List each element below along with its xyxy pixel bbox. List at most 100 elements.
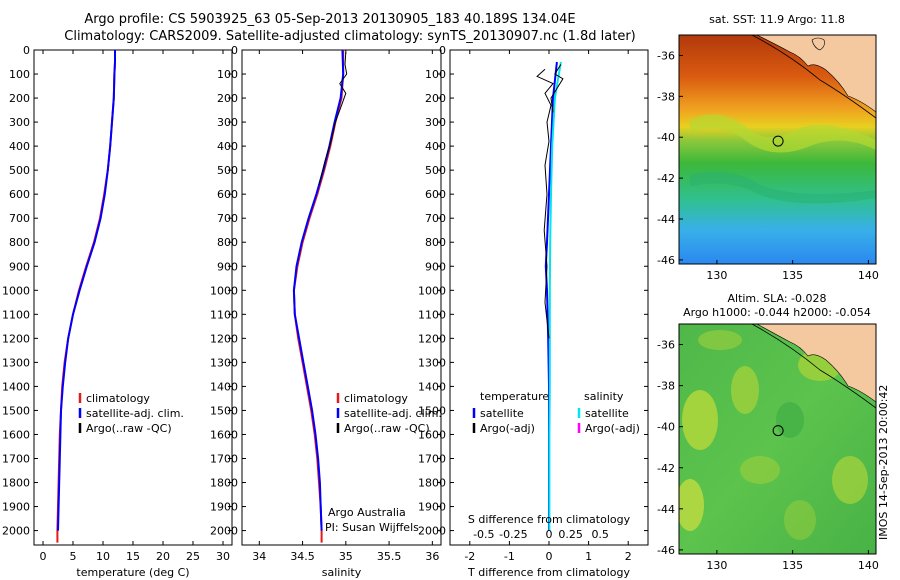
argo-annotation-line2: PI: Susan Wijffels <box>325 521 419 534</box>
temperature-ytick-label: 0 <box>23 44 30 57</box>
sla-profile-marker <box>772 425 784 437</box>
sst-cool-band <box>690 171 876 204</box>
sla-high-4 <box>679 479 704 531</box>
salinity-ytick-label: 1000 <box>210 284 238 297</box>
differences-panel: 0100200300400500600700800900100011001200… <box>418 44 649 579</box>
argo-profile-salinity <box>318 52 348 185</box>
sla-high-5 <box>740 456 780 484</box>
temperature-ytick-label: 200 <box>9 92 30 105</box>
diff-legend-label: satellite <box>480 407 524 420</box>
temperature-frame <box>33 49 233 546</box>
differences-ytick-label: 1300 <box>418 356 446 369</box>
salinity-ytick-label: 700 <box>217 212 238 225</box>
salinity-ytick-label: 1300 <box>210 356 238 369</box>
differences-ytick-label: 900 <box>425 260 446 273</box>
sst_map-ytick-label: -46 <box>657 254 675 267</box>
temperature-ytick-label: 800 <box>9 236 30 249</box>
sst_map-ytick-label: -36 <box>657 49 675 62</box>
differences-ytick-label: 1100 <box>418 308 446 321</box>
temperature-ytick-label: 1400 <box>2 380 30 393</box>
temperature-xlabel: temperature (deg C) <box>76 566 189 579</box>
salinity-ytick-label: 1600 <box>210 428 238 441</box>
salinity-ytick-label: 1900 <box>210 501 238 514</box>
sst-map-title: sat. SST: 11.9 Argo: 11.8 <box>709 13 845 26</box>
sla_map-xtick-label: 130 <box>706 559 727 572</box>
sst-island <box>811 37 825 51</box>
salinity-legend-label: satellite-adj. clim. <box>344 407 442 420</box>
diff-legend-title-temperature: temperature <box>480 390 549 403</box>
differences-ytick-label: 1200 <box>418 332 446 345</box>
diff-legend-label: satellite <box>585 407 629 420</box>
sla_map-ytick-label: -44 <box>657 503 675 516</box>
argo-annotation-line1: Argo Australia <box>328 506 406 519</box>
differences-xtick-label: 0 <box>546 550 553 563</box>
sst-profile-marker <box>772 135 784 147</box>
temperature-ytick-label: 1900 <box>2 501 30 514</box>
diff-legend-label: Argo(-adj) <box>585 422 640 435</box>
diff-legend-title-salinity: salinity <box>584 390 624 403</box>
sla-high-7 <box>784 500 816 540</box>
differences-ytick-label: 2000 <box>418 525 446 538</box>
salinity-ytick-label: 300 <box>217 116 238 129</box>
salinity-ytick-label: 800 <box>217 236 238 249</box>
salinity-xtick-label: 34 <box>252 550 266 563</box>
sla-map: 130 135 140 -36 -38 -40 -42 -44 -46 <box>657 323 879 572</box>
differences-xtick-label: 2 <box>625 550 632 563</box>
temperature-ytick-label: 1800 <box>2 477 30 490</box>
temperature-ytick-label: 600 <box>9 188 30 201</box>
salinity-ytick-label: 1500 <box>210 404 238 417</box>
temperature-ytick-label: 1300 <box>2 356 30 369</box>
sla-map-title-line1: Altim. SLA: -0.028 <box>727 292 826 305</box>
salinity-xtick-label: 35.5 <box>377 550 402 563</box>
salinity-ytick-label: 100 <box>217 68 238 81</box>
differences-ytick-label: 700 <box>425 212 446 225</box>
temperature-xtick-label: 30 <box>216 550 230 563</box>
temperature-ytick-label: 400 <box>9 140 30 153</box>
sla_map-xtick-label: 140 <box>858 559 879 572</box>
sst-map: 130 135 140 -36 -38 -40 -42 -44 -46 <box>657 34 879 282</box>
sst_map-xtick-label: 135 <box>782 269 803 282</box>
differences-ytick-label: 1500 <box>418 404 446 417</box>
sst-land <box>756 35 876 113</box>
differences-ytick-label: 500 <box>425 164 446 177</box>
differences-ytick-label: 1900 <box>418 501 446 514</box>
temperature-panel: 0100200300400500600700800900100011001200… <box>2 44 233 579</box>
sst-front <box>690 114 876 153</box>
differences-ytick-label: 400 <box>425 140 446 153</box>
temperature-ytick-label: 1500 <box>2 404 30 417</box>
temperature-xtick-label: 5 <box>70 550 77 563</box>
sla-map-title-line2: Argo h1000: -0.044 h2000: -0.054 <box>683 306 871 319</box>
differences-ytick-label: 300 <box>425 116 446 129</box>
diff-top-tick-label: 0 <box>546 528 553 541</box>
diff-legend-label: Argo(-adj) <box>480 422 535 435</box>
salinity-ytick-label: 400 <box>217 140 238 153</box>
salinity-ytick-label: 1200 <box>210 332 238 345</box>
argo-profile-differences <box>536 68 554 339</box>
temperature-legend-label: Argo(..raw -QC) <box>86 422 172 435</box>
temperature-ytick-label: 700 <box>9 212 30 225</box>
sst_map-ytick-label: -44 <box>657 213 675 226</box>
temperature-ytick-label: 500 <box>9 164 30 177</box>
salinity-ytick-label: 900 <box>217 260 238 273</box>
differences-ytick-label: 800 <box>425 236 446 249</box>
temperature-ytick-label: 1700 <box>2 452 30 465</box>
salinity-ytick-label: 1400 <box>210 380 238 393</box>
sst_map-xtick-label: 140 <box>858 269 879 282</box>
salinity-legend-label: climatology <box>344 392 408 405</box>
temperature-series-0 <box>56 50 116 543</box>
sla_map-ytick-label: -46 <box>657 544 675 557</box>
differences-ytick-label: 1000 <box>418 284 446 297</box>
temperature-legend-label: satellite-adj. clim. <box>86 407 184 420</box>
sla-high-1 <box>682 390 718 450</box>
sst-shelf-contour <box>751 35 876 119</box>
sst_map-ytick-label: -38 <box>657 90 675 103</box>
salinity-xtick-label: 35 <box>339 550 353 563</box>
temperature-xtick-label: 15 <box>126 550 140 563</box>
differences-xlabel: T difference from climatology <box>467 566 630 579</box>
salinity-ytick-label: 0 <box>231 44 238 57</box>
temperature-ytick-label: 1600 <box>2 428 30 441</box>
salinity-frame <box>241 49 442 546</box>
salinity-panel: 0 100 200 300 400 500 600 700 800 900 1000 1100 1200… <box>210 44 442 579</box>
salinity-ytick-label: 1100 <box>210 308 238 321</box>
